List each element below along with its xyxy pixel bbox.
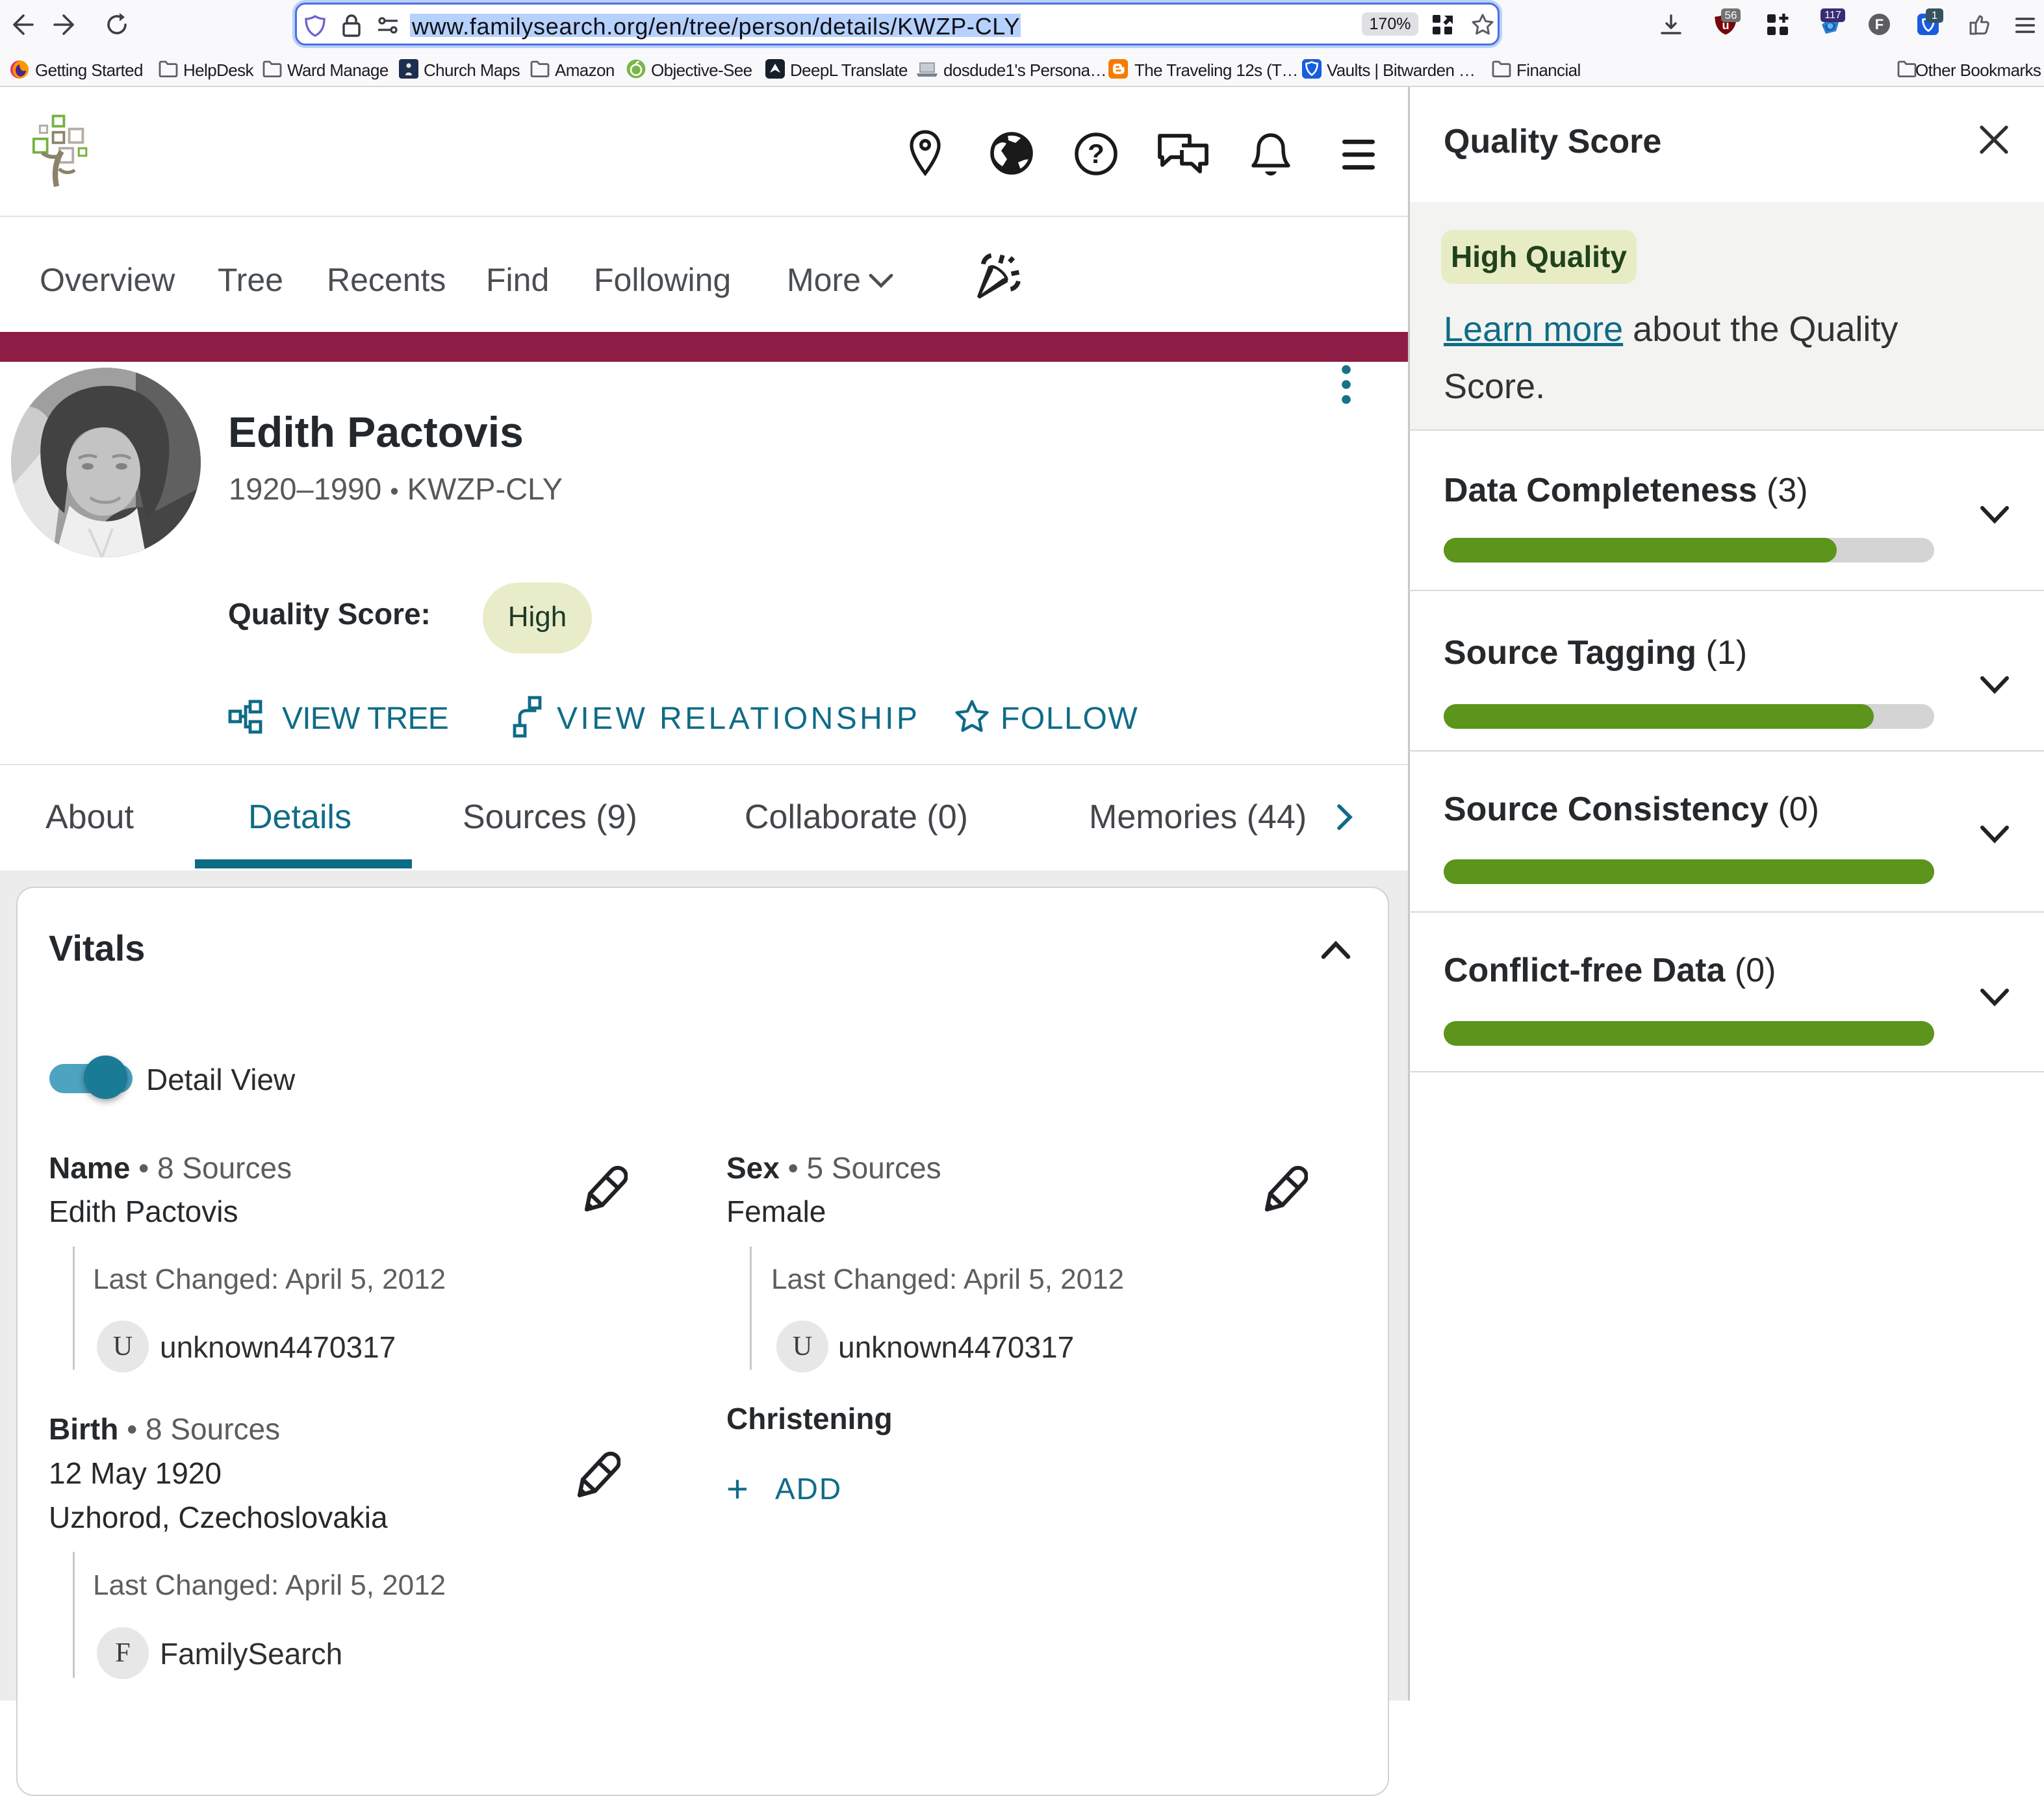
svg-text:?: ? [1088,138,1105,169]
svg-text:u: u [1722,19,1730,32]
